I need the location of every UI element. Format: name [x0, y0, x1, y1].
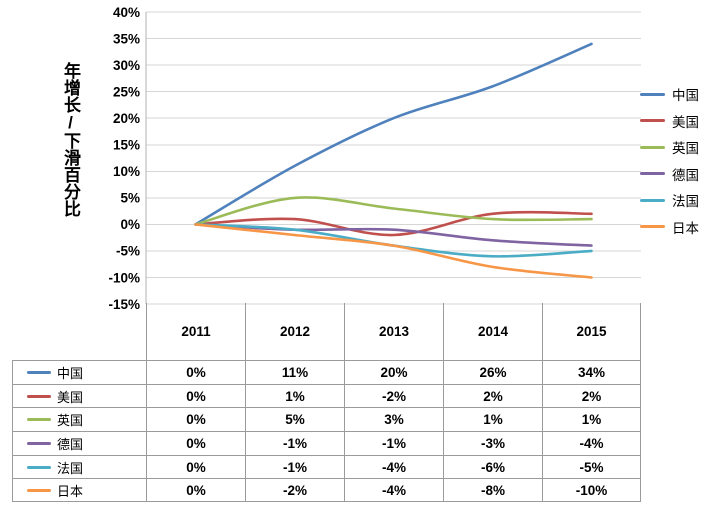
row-label-text: 中国 — [57, 365, 84, 381]
table-value-france-2013: -4% — [344, 454, 443, 479]
legend-item-uk: 英国 — [640, 134, 699, 161]
table-value-uk-2013: 3% — [344, 407, 443, 432]
series-line-uk — [194, 196, 593, 226]
table-value-china-2013: 20% — [344, 360, 443, 384]
row-label-text: 德国 — [57, 436, 84, 452]
table-value-germany-2011: 0% — [146, 431, 245, 455]
y-axis-title: 年增长/下滑百分比 — [61, 62, 80, 217]
y-tick-label: -10% — [108, 270, 140, 285]
table-value-france-2011: 0% — [146, 454, 245, 479]
row-label-text: 法国 — [57, 460, 84, 476]
y-tick-label: 15% — [113, 138, 140, 153]
table-value-usa-2015: 2% — [542, 383, 641, 408]
legend-line-swatch-china — [640, 92, 665, 96]
y-tick-label: -5% — [116, 244, 140, 259]
row-line-swatch-china — [27, 370, 51, 374]
table-header-year: 2015 — [542, 303, 641, 360]
table-value-china-2014: 26% — [443, 360, 542, 384]
row-line-swatch-germany — [27, 441, 51, 445]
y-tick-label: 25% — [113, 84, 140, 99]
legend-item-china: 中国 — [640, 81, 699, 108]
data-table: 2011 2012 2013 2014 2015 中国 0% 11% 20% 26% 34% 美国 0%… — [12, 303, 641, 503]
y-tick-label: 20% — [113, 111, 140, 126]
y-tick-label: 0% — [120, 217, 140, 232]
legend-item-germany: 德国 — [640, 161, 699, 188]
legend-label: 美国 — [672, 114, 699, 130]
row-label-text: 英国 — [57, 413, 84, 429]
table-corner-cell — [12, 303, 146, 360]
legend-line-swatch-usa — [640, 119, 665, 123]
legend-label: 日本 — [672, 220, 699, 236]
table-value-usa-2014: 2% — [443, 383, 542, 408]
series-line-japan — [194, 223, 593, 279]
row-line-swatch-uk — [27, 418, 51, 422]
table-value-usa-2011: 0% — [146, 383, 245, 408]
table-row-label-china: 中国 — [12, 360, 146, 384]
table-header-year: 2013 — [344, 303, 443, 360]
table-value-china-2012: 11% — [245, 360, 344, 384]
y-tick-label: 35% — [113, 31, 140, 46]
legend-label: 法国 — [672, 194, 699, 210]
legend-item-usa: 美国 — [640, 108, 699, 135]
table-value-france-2015: -5% — [542, 454, 641, 479]
table-value-japan-2011: 0% — [146, 478, 245, 503]
series-line-usa — [194, 210, 593, 237]
series-line-china — [194, 42, 593, 226]
table-value-germany-2013: -1% — [344, 431, 443, 455]
y-tick-label: 30% — [113, 58, 140, 73]
chart-legend: 中国美国英国德国法国日本 — [640, 81, 699, 240]
table-value-france-2012: -1% — [245, 454, 344, 479]
table-value-germany-2014: -3% — [443, 431, 542, 455]
table-value-japan-2012: -2% — [245, 478, 344, 503]
table-row-label-france: 法国 — [12, 454, 146, 479]
y-tick-label: 40% — [113, 5, 140, 20]
table-value-usa-2012: 1% — [245, 383, 344, 408]
table-header-year: 2011 — [146, 303, 245, 360]
table-row-label-uk: 英国 — [12, 407, 146, 432]
row-line-swatch-japan — [27, 488, 51, 492]
table-value-uk-2014: 1% — [443, 407, 542, 432]
table-header-year: 2012 — [245, 303, 344, 360]
legend-line-swatch-uk — [640, 145, 665, 149]
table-row-label-usa: 美国 — [12, 383, 146, 408]
row-label-text: 美国 — [57, 389, 84, 405]
y-tick-label: 10% — [113, 164, 140, 179]
table-value-france-2014: -6% — [443, 454, 542, 479]
legend-label: 德国 — [672, 167, 699, 183]
row-label-text: 日本 — [57, 483, 84, 499]
row-line-swatch-france — [27, 465, 51, 469]
table-value-china-2011: 0% — [146, 360, 245, 384]
y-tick-label: -15% — [108, 297, 140, 312]
legend-line-swatch-germany — [640, 172, 665, 176]
table-value-japan-2015: -10% — [542, 478, 641, 503]
table-value-uk-2015: 1% — [542, 407, 641, 432]
table-value-uk-2012: 5% — [245, 407, 344, 432]
legend-label: 中国 — [672, 88, 699, 104]
legend-line-swatch-france — [640, 198, 665, 202]
table-row-label-japan: 日本 — [12, 478, 146, 503]
table-value-usa-2013: -2% — [344, 383, 443, 408]
legend-item-japan: 日本 — [640, 214, 699, 241]
y-tick-label: 5% — [120, 191, 140, 206]
table-value-china-2015: 34% — [542, 360, 641, 384]
table-value-japan-2013: -4% — [344, 478, 443, 503]
table-value-germany-2012: -1% — [245, 431, 344, 455]
table-value-uk-2011: 0% — [146, 407, 245, 432]
legend-label: 英国 — [672, 141, 699, 157]
table-row-label-germany: 德国 — [12, 431, 146, 455]
table-value-germany-2015: -4% — [542, 431, 641, 455]
legend-line-swatch-japan — [640, 225, 665, 229]
legend-item-france: 法国 — [640, 187, 699, 214]
row-line-swatch-usa — [27, 394, 51, 398]
table-header-year: 2014 — [443, 303, 542, 360]
table-value-japan-2014: -8% — [443, 478, 542, 503]
